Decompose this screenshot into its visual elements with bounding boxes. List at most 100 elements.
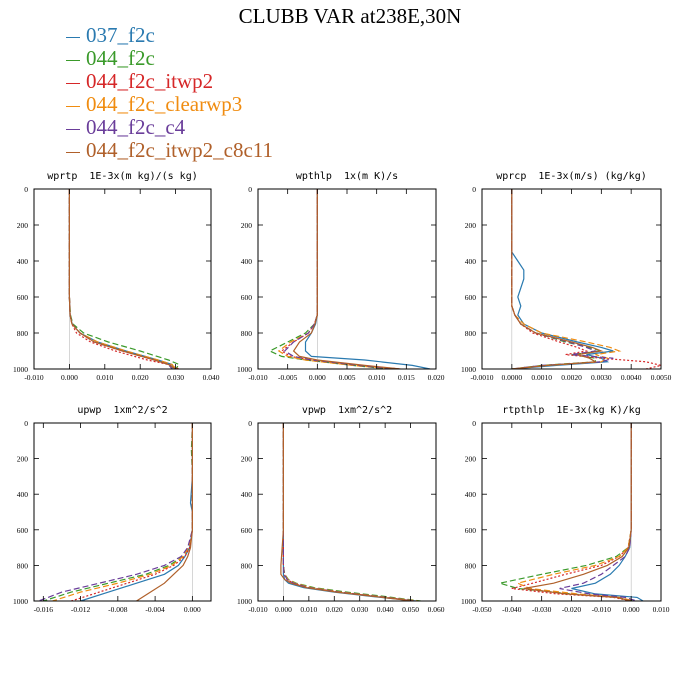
- series-line: [277, 189, 395, 369]
- x-tick-label: -0.020: [562, 605, 582, 614]
- x-tick-label: -0.005: [278, 373, 298, 382]
- series-line: [292, 189, 401, 369]
- y-tick-label: 600: [465, 293, 477, 302]
- series-line: [283, 189, 395, 369]
- y-tick-label: 200: [465, 455, 477, 464]
- x-tick-label: 0.0000: [502, 373, 523, 382]
- x-tick-label: 0.0030: [591, 373, 612, 382]
- panel-title: vpwp 1xm^2/s^2: [302, 405, 392, 416]
- legend-label: 044_f2c: [86, 46, 155, 70]
- panel-title: wprcp 1E-3x(m/s) (kg/kg): [496, 171, 647, 182]
- x-tick-label: 0.0020: [561, 373, 582, 382]
- y-tick-label: 400: [17, 490, 29, 499]
- x-tick-label: 0.005: [339, 373, 356, 382]
- series-line: [559, 423, 638, 601]
- x-tick-label: -0.030: [532, 605, 552, 614]
- series-line: [511, 189, 661, 369]
- legend-item: 044_f2c_itwp2_c8c11: [66, 139, 273, 162]
- x-tick-label: 0.010: [653, 605, 670, 614]
- y-tick-label: 200: [241, 221, 253, 230]
- legend-swatch: [66, 151, 80, 153]
- y-tick-label: 0: [24, 185, 28, 194]
- y-tick-label: 600: [241, 526, 253, 535]
- y-tick-label: 1000: [13, 365, 28, 374]
- y-tick-label: 800: [241, 561, 253, 570]
- x-tick-label: 0.0040: [621, 373, 642, 382]
- series-line: [511, 189, 602, 369]
- series-line: [523, 423, 632, 601]
- series-line: [282, 423, 419, 601]
- x-tick-label: 0.015: [398, 373, 415, 382]
- series-line: [304, 189, 431, 369]
- x-tick-label: 0.0050: [651, 373, 672, 382]
- legend-item: 044_f2c_c4: [66, 116, 273, 139]
- chart-panel: -0.010 0.000 0.010 0.020 0.030 0.040 0 200 400 60…: [13, 171, 220, 382]
- chart-panel: -0.010 -0.005 0.000 0.005 0.010 0.015 0.020 0 20…: [237, 171, 445, 382]
- x-tick-label: -0.016: [34, 605, 54, 614]
- x-tick-label: 0.040: [377, 605, 394, 614]
- y-tick-label: 1000: [13, 597, 28, 606]
- chart-panel: -0.0010 0.0000 0.0010 0.0020 0.0030 0.0040 0.0…: [461, 171, 672, 382]
- x-tick-label: 0.060: [428, 605, 445, 614]
- x-tick-label: -0.050: [472, 605, 492, 614]
- x-tick-label: 0.030: [351, 605, 368, 614]
- y-tick-label: 1000: [237, 365, 252, 374]
- series-line: [68, 189, 181, 369]
- series-line: [511, 189, 604, 369]
- x-tick-label: 0.0010: [531, 373, 552, 382]
- series-line: [68, 189, 180, 369]
- y-tick-label: 200: [17, 455, 29, 464]
- x-tick-label: -0.004: [145, 605, 165, 614]
- legend-swatch: [66, 128, 80, 130]
- y-tick-label: 0: [248, 185, 252, 194]
- legend: 037_f2c 044_f2c 044_f2c_itwp2 044_f2c_clear…: [66, 24, 273, 162]
- y-tick-label: 200: [17, 221, 29, 230]
- series-line: [282, 423, 416, 601]
- x-tick-label: -0.010: [248, 605, 268, 614]
- y-tick-label: 400: [465, 257, 477, 266]
- page-title: CLUBB VAR at238E,30N: [238, 4, 462, 28]
- x-tick-label: 0.010: [96, 373, 113, 382]
- x-tick-label: 0.040: [203, 373, 220, 382]
- series-line: [282, 423, 416, 601]
- series-line: [136, 423, 193, 601]
- x-tick-label: 0.000: [275, 605, 292, 614]
- y-tick-label: 800: [17, 329, 29, 338]
- y-tick-label: 600: [465, 526, 477, 535]
- series-line: [68, 189, 173, 369]
- series-line: [43, 423, 193, 601]
- x-tick-label: -0.008: [108, 605, 128, 614]
- x-tick-label: -0.010: [248, 373, 268, 382]
- panel-title: wpthlp 1x(m K)/s: [296, 171, 398, 182]
- series-line: [68, 189, 173, 369]
- plot-frame: [481, 422, 662, 602]
- legend-label: 044_f2c_clearwp3: [86, 92, 243, 116]
- legend-label: 044_f2c_c4: [86, 115, 186, 139]
- x-tick-label: 0.030: [167, 373, 184, 382]
- chart-panel: -0.050 -0.040 -0.030 -0.020 -0.010 0.000 0.010…: [461, 405, 670, 614]
- series-line: [511, 189, 614, 369]
- y-tick-label: 0: [248, 419, 252, 428]
- y-tick-label: 400: [465, 490, 477, 499]
- x-tick-label: -0.010: [592, 605, 612, 614]
- x-tick-label: -0.012: [71, 605, 91, 614]
- legend-item: 037_f2c: [66, 24, 273, 47]
- x-tick-label: 0.000: [309, 373, 326, 382]
- x-tick-label: 0.050: [402, 605, 419, 614]
- legend-swatch: [66, 36, 80, 38]
- series-line: [280, 423, 414, 601]
- legend-label: 044_f2c_itwp2_c8c11: [86, 138, 274, 162]
- series-line: [282, 423, 416, 601]
- y-tick-label: 800: [465, 329, 477, 338]
- panel-title: rtpthlp 1E-3x(kg K)/kg: [502, 405, 640, 416]
- y-tick-label: 800: [465, 561, 477, 570]
- legend-label: 037_f2c: [86, 23, 155, 47]
- y-tick-label: 1000: [237, 597, 252, 606]
- x-tick-label: 0.000: [184, 605, 201, 614]
- x-tick-label: 0.020: [428, 373, 445, 382]
- y-tick-label: 600: [17, 293, 29, 302]
- x-tick-label: 0.000: [623, 605, 640, 614]
- legend-swatch: [66, 105, 80, 107]
- plot-frame: [257, 188, 437, 370]
